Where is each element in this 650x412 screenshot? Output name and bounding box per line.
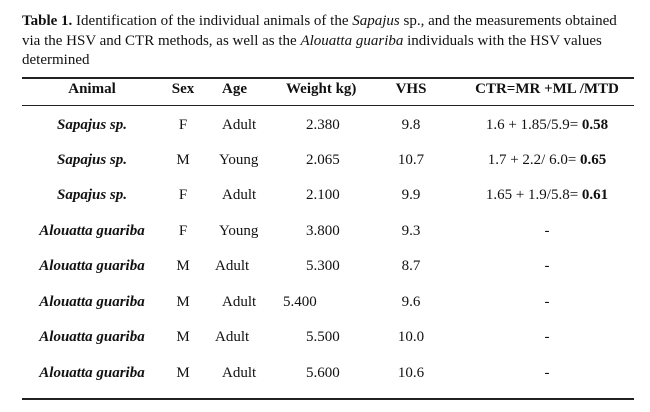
ctr-formula: -	[544, 223, 550, 239]
ctr-value: 0.58	[581, 117, 609, 133]
cell-weight: 5.300	[306, 258, 340, 274]
caption-text-a: Identification of the individual animals…	[72, 13, 353, 29]
ctr-value: 0.65	[580, 152, 607, 168]
cell-age: Young	[219, 152, 259, 168]
table-header-rule	[22, 105, 634, 106]
cell-age: Adult	[222, 294, 257, 310]
ctr-value: 0.61	[581, 187, 609, 203]
cell-weight: 2.380	[306, 117, 340, 133]
cell-sex: M	[176, 152, 190, 168]
cell-animal: Alouatta guariba	[39, 223, 145, 239]
cell-sex: F	[178, 117, 188, 133]
cell-weight: 3.800	[306, 223, 340, 239]
cell-age: Adult	[222, 117, 257, 133]
ctr-formula: 1.7 + 2.2/ 6.0=	[487, 152, 581, 168]
ctr-formula: 1.6 + 1.85/5.9=	[485, 117, 582, 133]
cell-weight: 5.600	[306, 365, 340, 381]
header-weight: Weight kg)	[286, 81, 357, 97]
header-vhs: VHS	[395, 81, 427, 97]
cell-sex: F	[178, 223, 188, 239]
cell-vhs: 9.8	[401, 117, 421, 133]
cell-vhs: 10.0	[397, 329, 425, 345]
cell-vhs: 10.7	[397, 152, 425, 168]
caption-label: Table 1.	[22, 13, 73, 29]
cell-age: Adult	[222, 187, 257, 203]
cell-weight: 5.400	[283, 294, 317, 310]
cell-age: Adult	[215, 258, 250, 274]
cell-animal: Sapajus sp.	[56, 187, 128, 203]
cell-vhs: 9.6	[401, 294, 421, 310]
cell-ctr: -	[462, 329, 632, 346]
cell-sex: M	[176, 294, 190, 310]
cell-age: Adult	[215, 329, 250, 345]
cell-ctr: 1.7 + 2.2/ 6.0= 0.65	[462, 152, 632, 169]
ctr-formula: 1.65 + 1.9/5.8=	[485, 187, 582, 203]
header-animal: Animal	[68, 81, 116, 97]
ctr-formula: -	[544, 258, 550, 274]
cell-weight: 2.065	[306, 152, 340, 168]
ctr-formula: -	[544, 365, 550, 381]
ctr-formula: -	[544, 294, 550, 310]
cell-vhs: 9.3	[401, 223, 421, 239]
header-sex: Sex	[171, 81, 195, 97]
cell-vhs: 10.6	[397, 365, 425, 381]
cell-ctr: -	[462, 294, 632, 311]
cell-sex: F	[178, 187, 188, 203]
cell-sex: M	[176, 258, 190, 274]
ctr-formula: -	[544, 329, 550, 345]
header-age: Age	[222, 81, 247, 97]
cell-sex: M	[176, 329, 190, 345]
cell-sex: M	[176, 365, 190, 381]
table-caption: Table 1. Identification of the individua…	[22, 12, 637, 71]
cell-vhs: 8.7	[401, 258, 421, 274]
cell-ctr: -	[462, 365, 632, 382]
cell-ctr: -	[462, 258, 632, 275]
cell-weight: 2.100	[306, 187, 340, 203]
table-bottom-rule	[22, 398, 634, 400]
header-ctr: CTR=MR +ML /MTD	[475, 81, 619, 97]
caption-text-b: sp., and the measurements obtained via t…	[22, 13, 617, 49]
cell-ctr: 1.6 + 1.85/5.9= 0.58	[462, 117, 632, 134]
cell-animal: Alouatta guariba	[39, 294, 145, 310]
cell-ctr: -	[462, 223, 632, 240]
table-top-rule	[22, 77, 634, 79]
cell-age: Young	[219, 223, 259, 239]
cell-weight: 5.500	[306, 329, 340, 345]
cell-animal: Alouatta guariba	[39, 329, 145, 345]
caption-text-c: individuals with the HSV values determin…	[22, 32, 602, 69]
cell-animal: Alouatta guariba	[39, 258, 145, 274]
caption-species: Alouatta guariba	[300, 32, 404, 49]
caption-genus: Sapajus	[352, 13, 400, 29]
cell-age: Adult	[222, 365, 257, 381]
cell-ctr: 1.65 + 1.9/5.8= 0.61	[462, 187, 632, 204]
cell-animal: Sapajus sp.	[56, 117, 128, 133]
cell-animal: Alouatta guariba	[39, 365, 145, 381]
cell-animal: Sapajus sp.	[56, 152, 128, 168]
cell-vhs: 9.9	[401, 187, 421, 203]
